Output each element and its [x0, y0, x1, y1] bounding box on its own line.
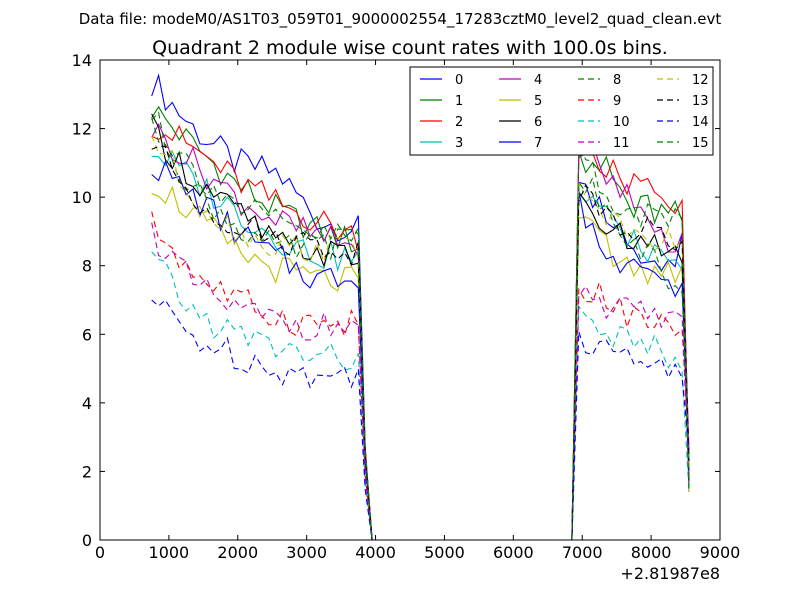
legend-box: [409, 66, 714, 156]
legend-label-0: 0: [455, 73, 463, 88]
y-tick-label: 6: [82, 325, 92, 344]
series-line-2: [151, 124, 690, 541]
y-tick-label: 4: [82, 394, 92, 413]
x-tick-label: 9000: [700, 543, 741, 562]
x-tick-label: 5000: [424, 543, 465, 562]
x-tick-label: 4000: [355, 543, 396, 562]
legend-label-13: 13: [692, 94, 709, 109]
legend-label-14: 14: [692, 115, 709, 130]
x-tick-label: 3000: [286, 543, 327, 562]
legend-label-8: 8: [613, 73, 621, 88]
y-tick-label: 12: [72, 120, 92, 139]
legend-label-7: 7: [534, 136, 542, 151]
series-line-11: [151, 222, 690, 541]
legend-label-10: 10: [613, 115, 630, 130]
series-line-8: [151, 111, 690, 541]
x-offset-label: +2.81987e8: [620, 564, 720, 583]
series-line-5: [151, 185, 690, 541]
y-tick-label: 2: [82, 462, 92, 481]
y-tick-label: 10: [72, 188, 92, 207]
x-tick-label: 1000: [149, 543, 190, 562]
y-tick-label: 8: [82, 257, 92, 276]
legend-label-12: 12: [692, 73, 709, 88]
x-tick-label: 0: [95, 543, 105, 562]
series-line-4: [151, 122, 690, 541]
legend-label-9: 9: [613, 94, 621, 109]
x-tick-label: 8000: [631, 543, 672, 562]
legend-label-15: 15: [692, 136, 709, 151]
x-tick-label: 6000: [493, 543, 534, 562]
x-tick-label: 2000: [217, 543, 258, 562]
chart-title: Quadrant 2 module wise count rates with …: [152, 37, 668, 59]
legend-label-4: 4: [534, 73, 542, 88]
plot-frame: [99, 59, 721, 541]
legend-label-11: 11: [613, 136, 630, 151]
legend-label-1: 1: [455, 94, 463, 109]
legend-label-2: 2: [455, 115, 463, 130]
legend-label-3: 3: [455, 136, 463, 151]
series-line-10: [151, 251, 690, 541]
legend-label-6: 6: [534, 115, 542, 130]
y-tick-label: 14: [72, 51, 92, 70]
series-line-7: [151, 160, 690, 541]
x-axis: 0 1000 2000 3000 4000 5000 6000 7000 8000 9000: [95, 60, 740, 562]
series-line-15: [151, 117, 690, 541]
series-line-9: [151, 211, 690, 541]
y-tick-label: 0: [82, 531, 92, 550]
legend-label-5: 5: [534, 94, 542, 109]
x-tick-label: 7000: [562, 543, 603, 562]
series-line-14: [151, 299, 690, 541]
chart-suptitle: Data file: modeM0/AS1T03_059T01_90000025…: [79, 10, 722, 29]
